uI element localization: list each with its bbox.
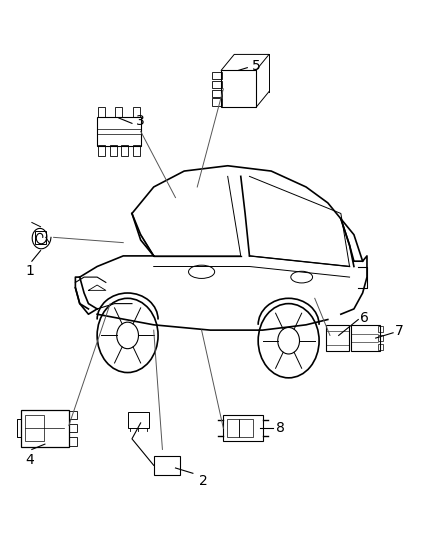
Bar xyxy=(212,80,222,88)
Bar xyxy=(240,419,253,437)
Bar xyxy=(223,415,262,441)
Bar xyxy=(221,70,256,108)
Bar xyxy=(98,107,105,117)
Text: 4: 4 xyxy=(25,453,34,467)
Bar xyxy=(98,145,105,157)
Text: 5: 5 xyxy=(252,59,261,73)
Bar xyxy=(25,415,45,441)
Text: 8: 8 xyxy=(276,421,284,435)
Bar xyxy=(69,424,77,432)
Bar xyxy=(378,326,383,332)
Bar xyxy=(97,117,141,146)
Bar xyxy=(127,413,149,428)
Bar xyxy=(69,437,77,446)
Text: 7: 7 xyxy=(395,324,404,338)
Bar xyxy=(378,335,383,341)
Bar xyxy=(121,145,128,157)
Text: 6: 6 xyxy=(360,311,369,326)
Text: 1: 1 xyxy=(25,264,34,278)
Bar xyxy=(227,419,239,437)
Bar xyxy=(21,410,69,447)
Bar xyxy=(351,325,380,351)
Bar xyxy=(69,411,77,419)
Bar xyxy=(212,90,222,97)
Bar xyxy=(110,145,117,157)
Bar xyxy=(212,99,222,106)
Text: 2: 2 xyxy=(199,474,208,488)
Bar xyxy=(378,344,383,350)
Text: 3: 3 xyxy=(136,114,145,128)
Bar xyxy=(116,107,122,117)
Bar xyxy=(133,107,140,117)
Bar xyxy=(133,145,140,157)
Bar xyxy=(154,456,180,474)
Bar xyxy=(212,72,222,79)
Bar xyxy=(325,325,349,351)
